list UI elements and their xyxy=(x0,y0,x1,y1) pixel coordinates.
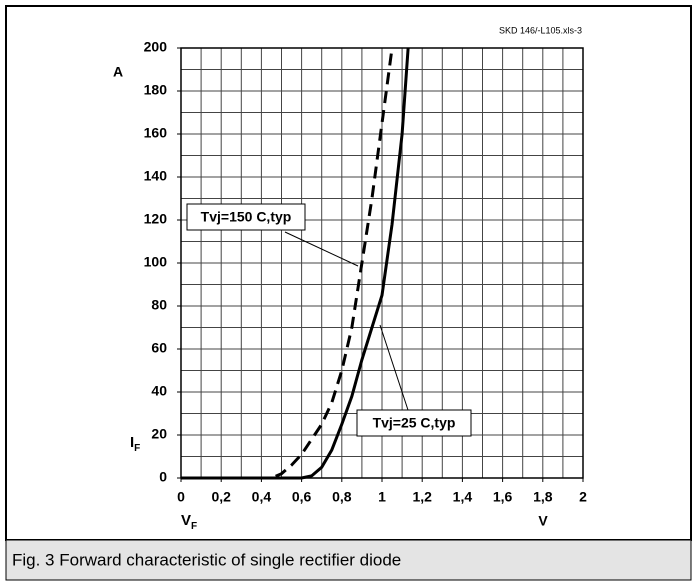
curve xyxy=(181,47,410,480)
annotation: Tvj=150 C,typ xyxy=(201,209,292,225)
x-tick-label: 0 xyxy=(177,489,185,505)
x-label: VF xyxy=(181,512,197,532)
x-unit: V xyxy=(538,513,548,529)
curve xyxy=(181,47,394,480)
x-tick-label: 0,8 xyxy=(332,489,352,505)
x-tick-label: 1,4 xyxy=(453,489,473,505)
y-tick-label: 20 xyxy=(151,426,167,442)
x-tick-label: 0,4 xyxy=(252,489,272,505)
y-tick-label: 0 xyxy=(159,469,167,485)
y-label-sub: F xyxy=(134,443,140,454)
y-tick-label: 80 xyxy=(151,297,167,313)
x-tick-label: 0,2 xyxy=(211,489,231,505)
leader-line xyxy=(379,324,409,411)
annotation-box xyxy=(356,409,472,437)
y-tick-label: 40 xyxy=(151,383,167,399)
x-tick-label: 1 xyxy=(378,489,386,505)
y-tick-label: 140 xyxy=(144,168,168,184)
y-tick-label: 60 xyxy=(151,340,167,356)
y-tick-label: 100 xyxy=(144,254,168,270)
y-tick-label: 120 xyxy=(144,211,168,227)
x-tick-label: 0,6 xyxy=(292,489,312,505)
leader-line xyxy=(284,231,359,267)
x-label-sub: F xyxy=(191,521,197,532)
caption: Fig. 3 Forward characteristic of single … xyxy=(12,550,401,569)
x-tick-label: 2 xyxy=(579,489,587,505)
x-tick-label: 1,6 xyxy=(493,489,513,505)
y-label: IF xyxy=(130,434,140,454)
x-tick-label: 1,2 xyxy=(412,489,432,505)
annotation: Tvj=25 C,typ xyxy=(373,415,456,431)
annotation-box xyxy=(186,203,306,231)
y-tick-label: 160 xyxy=(144,125,168,141)
caption-bar xyxy=(5,539,692,581)
note: SKD 146/-L105.xls-3 xyxy=(499,25,582,35)
y-tick-label: 180 xyxy=(144,82,168,98)
y-unit: A xyxy=(113,64,123,80)
x-tick-label: 1,8 xyxy=(533,489,553,505)
frame xyxy=(5,5,692,541)
y-tick-label: 200 xyxy=(144,39,168,55)
x-label-symbol: V xyxy=(181,512,191,529)
y-label-symbol: I xyxy=(130,434,134,451)
